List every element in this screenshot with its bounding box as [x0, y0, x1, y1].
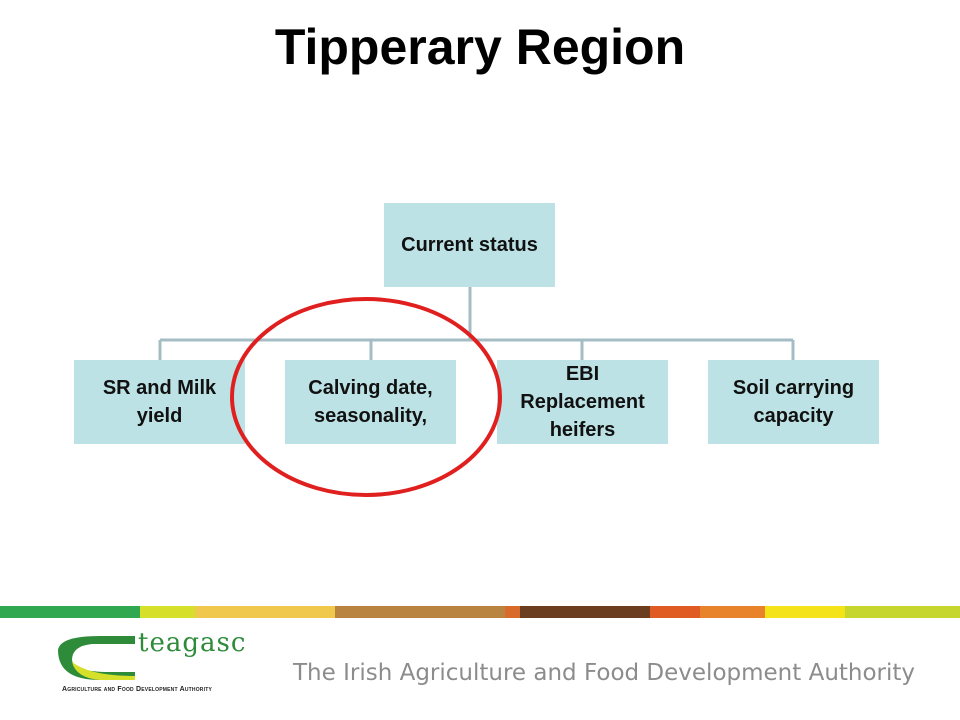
title: Tipperary Region [274, 19, 686, 75]
node-label: capacity [753, 405, 834, 427]
tagline: The Irish Agriculture and Food Developme… [293, 660, 916, 686]
node-label: Soil carrying [732, 377, 855, 399]
node-label: EBI [565, 363, 600, 385]
highlight-circle [230, 297, 502, 497]
node-label: heifers [549, 419, 616, 441]
logo-mark [58, 636, 135, 680]
root-node: Current status [384, 203, 555, 287]
node-label: Calving date, [308, 377, 433, 399]
logo-subtitle: Agriculture and Food Development Authori… [62, 686, 212, 693]
child-node: Calving date, seasonality, [285, 360, 456, 444]
child-node: SR and Milk yield [74, 360, 245, 444]
node-label: yield [136, 405, 183, 427]
logo-text: teagasc [138, 628, 247, 658]
node-label: Current status [401, 234, 538, 256]
child-node: Soil carrying capacity [708, 360, 879, 444]
node-label: Replacement [520, 391, 645, 413]
child-node: EBI Replacement heifers [497, 360, 668, 444]
node-label: SR and Milk [102, 377, 217, 399]
color-strip [0, 606, 960, 618]
node-label: seasonality, [313, 405, 428, 427]
